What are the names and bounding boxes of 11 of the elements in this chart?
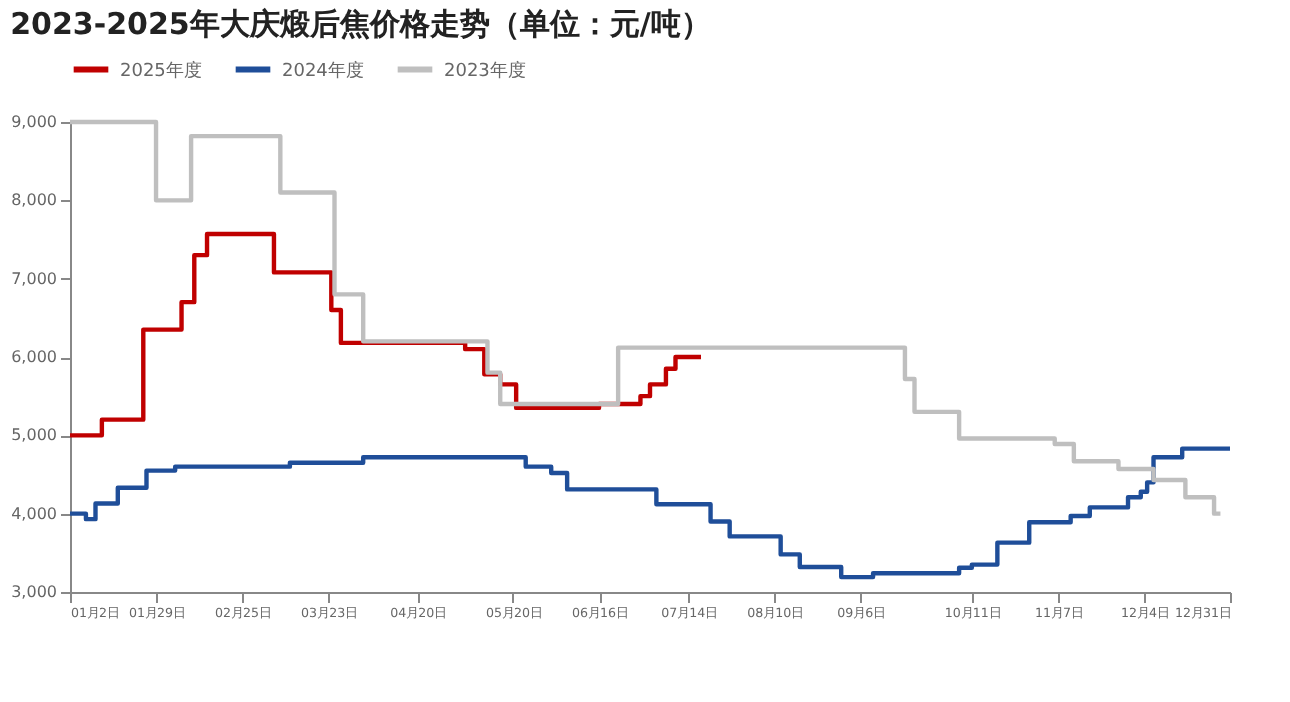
legend-label: 2024年度 <box>282 59 364 82</box>
y-tick-label: 6,000 <box>11 348 57 366</box>
y-tick-label: 5,000 <box>11 426 57 445</box>
legend-label: 2025年度 <box>120 59 202 82</box>
y-tick-label: 3,000 <box>11 583 57 601</box>
chart-title: 2023-2025年大庆煅后焦价格走势（单位：元/吨） <box>10 6 711 42</box>
legend-label: 2023年度 <box>444 59 526 82</box>
y-tick-label: 9,000 <box>11 113 57 131</box>
y-tick-label: 4,000 <box>11 504 57 523</box>
y-tick-label: 8,000 <box>11 191 57 210</box>
y-tick-label: 7,000 <box>11 269 57 288</box>
